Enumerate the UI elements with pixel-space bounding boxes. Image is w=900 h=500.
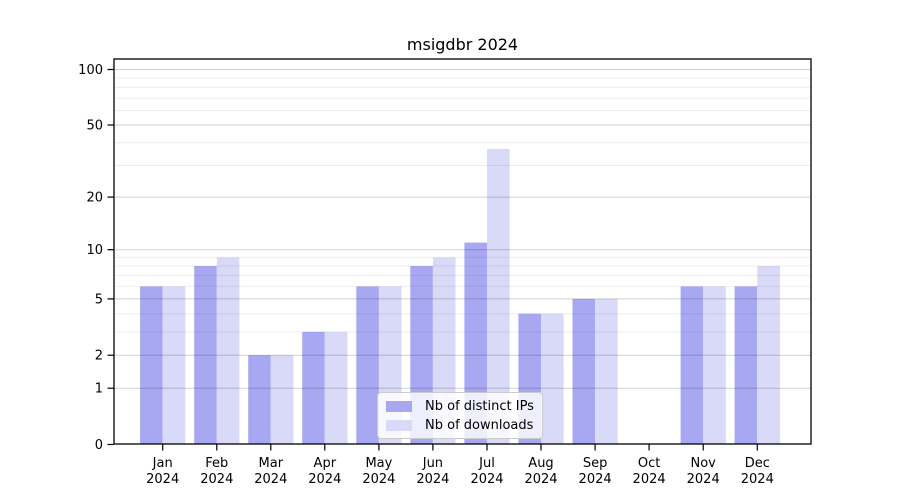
x-tick-label-month: Dec [745,456,770,471]
x-tick-label-month: Aug [528,456,553,471]
y-tick-label: 100 [78,63,103,78]
x-tick-label-month: Jun [422,456,443,471]
chart-legend: Nb of distinct IPs Nb of downloads [377,392,543,439]
y-tick-label: 1 [95,382,103,397]
legend-item-distinct-ips: Nb of distinct IPs [386,400,534,413]
x-tick-label-year: 2024 [416,472,449,487]
x-tick-label-year: 2024 [633,472,666,487]
bar-may-distinct-ips [356,286,379,444]
x-tick-label-month: Jul [478,456,495,471]
y-tick-label: 50 [86,119,103,134]
y-tick-label: 0 [95,438,103,453]
bar-aug-downloads [541,313,564,444]
bar-jan-downloads [162,286,186,444]
bar-apr-distinct-ips [302,331,325,444]
bar-dec-distinct-ips [734,286,758,444]
x-tick-label-year: 2024 [741,472,774,487]
legend-label-distinct-ips: Nb of distinct IPs [425,398,534,414]
legend-item-downloads: Nb of downloads [386,419,534,432]
x-tick-label-year: 2024 [308,472,341,487]
bar-sep-distinct-ips [572,298,596,444]
bar-feb-downloads [216,257,240,444]
x-tick-label-month: Feb [205,456,228,471]
x-tick-label-year: 2024 [254,472,287,487]
bar-nov-distinct-ips [680,286,704,444]
x-tick-label-year: 2024 [470,472,503,487]
x-tick-label-month: Mar [259,456,284,471]
x-tick-label-month: Oct [638,456,660,471]
x-tick-label-month: Nov [691,456,717,471]
x-tick-label-year: 2024 [200,472,233,487]
x-tick-label-year: 2024 [524,472,557,487]
x-tick-label-year: 2024 [146,472,179,487]
bar-mar-downloads [270,355,294,444]
bar-sep-downloads [595,298,618,444]
x-tick-label-month: Jan [152,456,173,471]
x-tick-label-month: May [365,456,392,471]
x-tick-label-year: 2024 [687,472,720,487]
x-tick-label-month: Apr [314,456,337,471]
chart-title: msigdbr 2024 [406,35,519,54]
x-tick-label-year: 2024 [579,472,612,487]
y-tick-label: 2 [95,349,103,364]
bar-nov-downloads [703,286,726,444]
plot-border [113,58,812,445]
y-tick-label: 5 [95,292,103,307]
x-tick-label-month: Sep [583,456,608,471]
legend-swatch-downloads [386,419,412,431]
y-tick-label: 10 [86,243,103,258]
legend-swatch-distinct-ips [386,400,412,412]
bar-jul-downloads [487,148,510,444]
bar-dec-downloads [757,266,780,444]
bar-mar-distinct-ips [248,355,271,444]
bar-jan-distinct-ips [140,286,163,444]
y-tick-label: 20 [86,191,103,206]
bar-apr-downloads [324,331,348,444]
legend-label-downloads: Nb of downloads [425,417,534,433]
x-tick-label-year: 2024 [362,472,395,487]
bar-feb-distinct-ips [194,266,217,444]
